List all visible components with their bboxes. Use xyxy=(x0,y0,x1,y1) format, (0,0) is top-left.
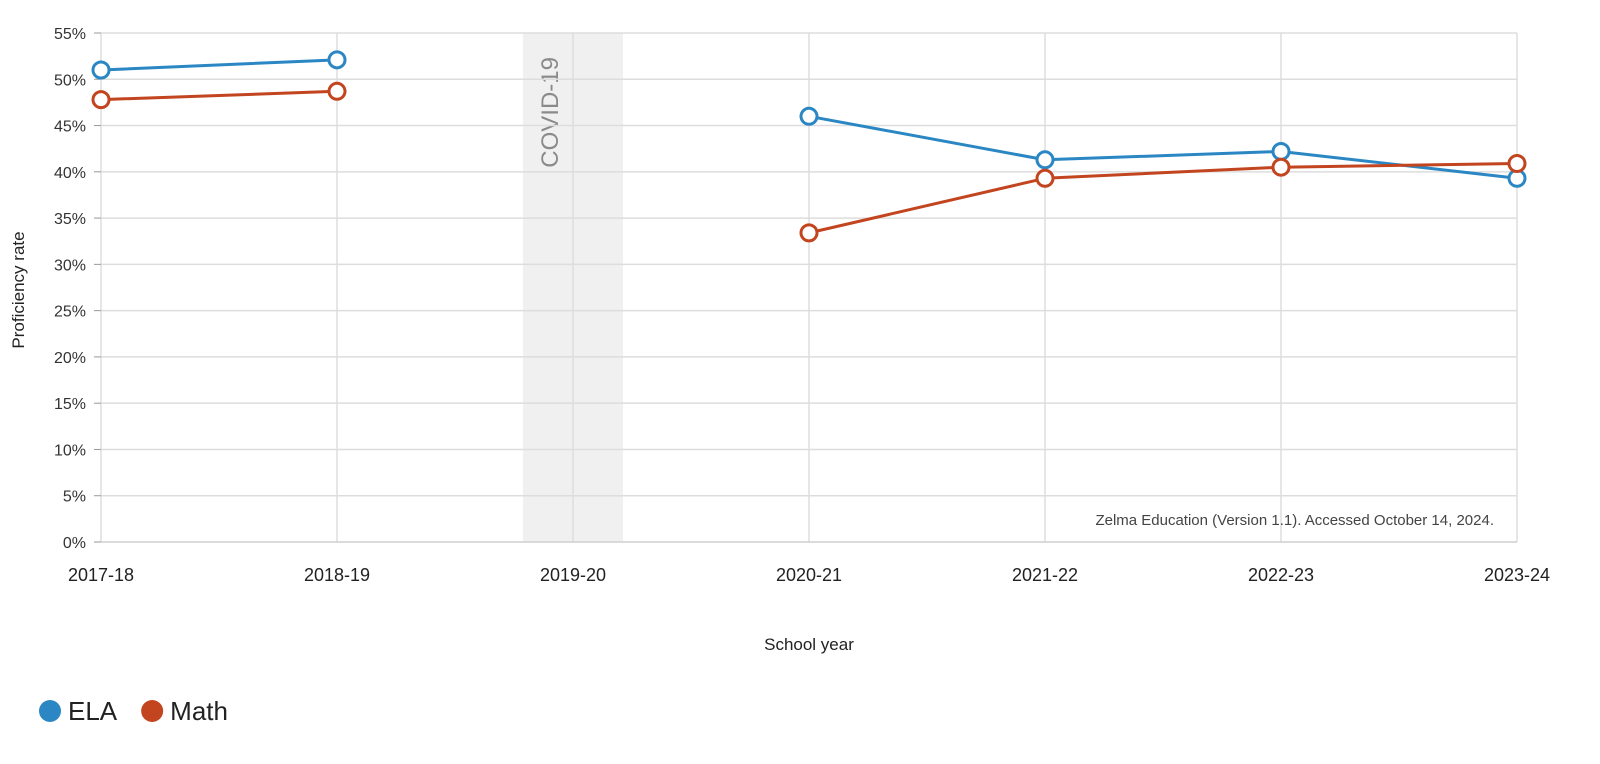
data-point[interactable] xyxy=(327,50,347,70)
y-tick-label: 50% xyxy=(54,72,86,89)
series-line-segment xyxy=(99,89,339,102)
y-tick-label: 40% xyxy=(54,165,86,182)
x-axis-title: School year xyxy=(764,635,854,654)
legend: ELA Math xyxy=(39,696,228,726)
y-tick-label: 20% xyxy=(54,350,86,367)
x-tick-label: 2019-20 xyxy=(540,565,606,585)
data-point[interactable] xyxy=(1507,153,1527,173)
series-line-segment xyxy=(1043,149,1283,162)
series-line-segment xyxy=(1279,161,1519,169)
legend-swatch xyxy=(141,700,164,722)
legend-label: Math xyxy=(170,696,228,726)
legend-label: ELA xyxy=(68,696,118,726)
series-line-segment xyxy=(807,176,1047,235)
series-line-segment xyxy=(99,58,339,72)
y-tick-label: 30% xyxy=(54,257,86,274)
series-ela xyxy=(91,50,1527,188)
data-point[interactable] xyxy=(1271,141,1291,161)
data-point[interactable] xyxy=(1271,157,1291,177)
data-point[interactable] xyxy=(1035,150,1055,170)
series-layer xyxy=(91,50,1527,243)
x-tick-label: 2017-18 xyxy=(68,565,134,585)
y-tick-label: 15% xyxy=(54,396,86,413)
data-point[interactable] xyxy=(1035,168,1055,188)
series-math xyxy=(91,81,1527,243)
data-point[interactable] xyxy=(91,90,111,110)
series-line-segment xyxy=(1043,165,1283,180)
legend-swatch xyxy=(39,700,61,722)
axis-layer: 0% 5% 10% 15% 20% 25% 30% 35% 40% 45% 50% 55% 2017-1… xyxy=(54,26,1550,585)
y-tick-label: 0% xyxy=(63,535,86,552)
data-point[interactable] xyxy=(327,81,347,101)
x-tick-label: 2021-22 xyxy=(1012,565,1078,585)
y-tick-label: 45% xyxy=(54,119,86,136)
y-tick-label: 55% xyxy=(54,26,86,43)
x-tick-label: 2018-19 xyxy=(304,565,370,585)
covid-label: COVID-19 xyxy=(537,57,564,168)
y-tick-label: 35% xyxy=(54,211,86,228)
y-tick-label: 10% xyxy=(54,442,86,459)
y-tick-label: 5% xyxy=(63,489,86,506)
data-point[interactable] xyxy=(799,106,819,126)
x-tick-label: 2022-23 xyxy=(1248,565,1314,585)
series-line-segment xyxy=(807,114,1047,162)
x-tick-label: 2023-24 xyxy=(1484,565,1550,585)
data-point[interactable] xyxy=(799,223,819,243)
y-tick-label: 25% xyxy=(54,304,86,321)
data-point[interactable] xyxy=(91,60,111,80)
y-axis-title: Proficiency rate xyxy=(9,231,28,348)
source-note: Zelma Education (Version 1.1). Accessed … xyxy=(1095,512,1494,529)
x-tick-label: 2020-21 xyxy=(776,565,842,585)
